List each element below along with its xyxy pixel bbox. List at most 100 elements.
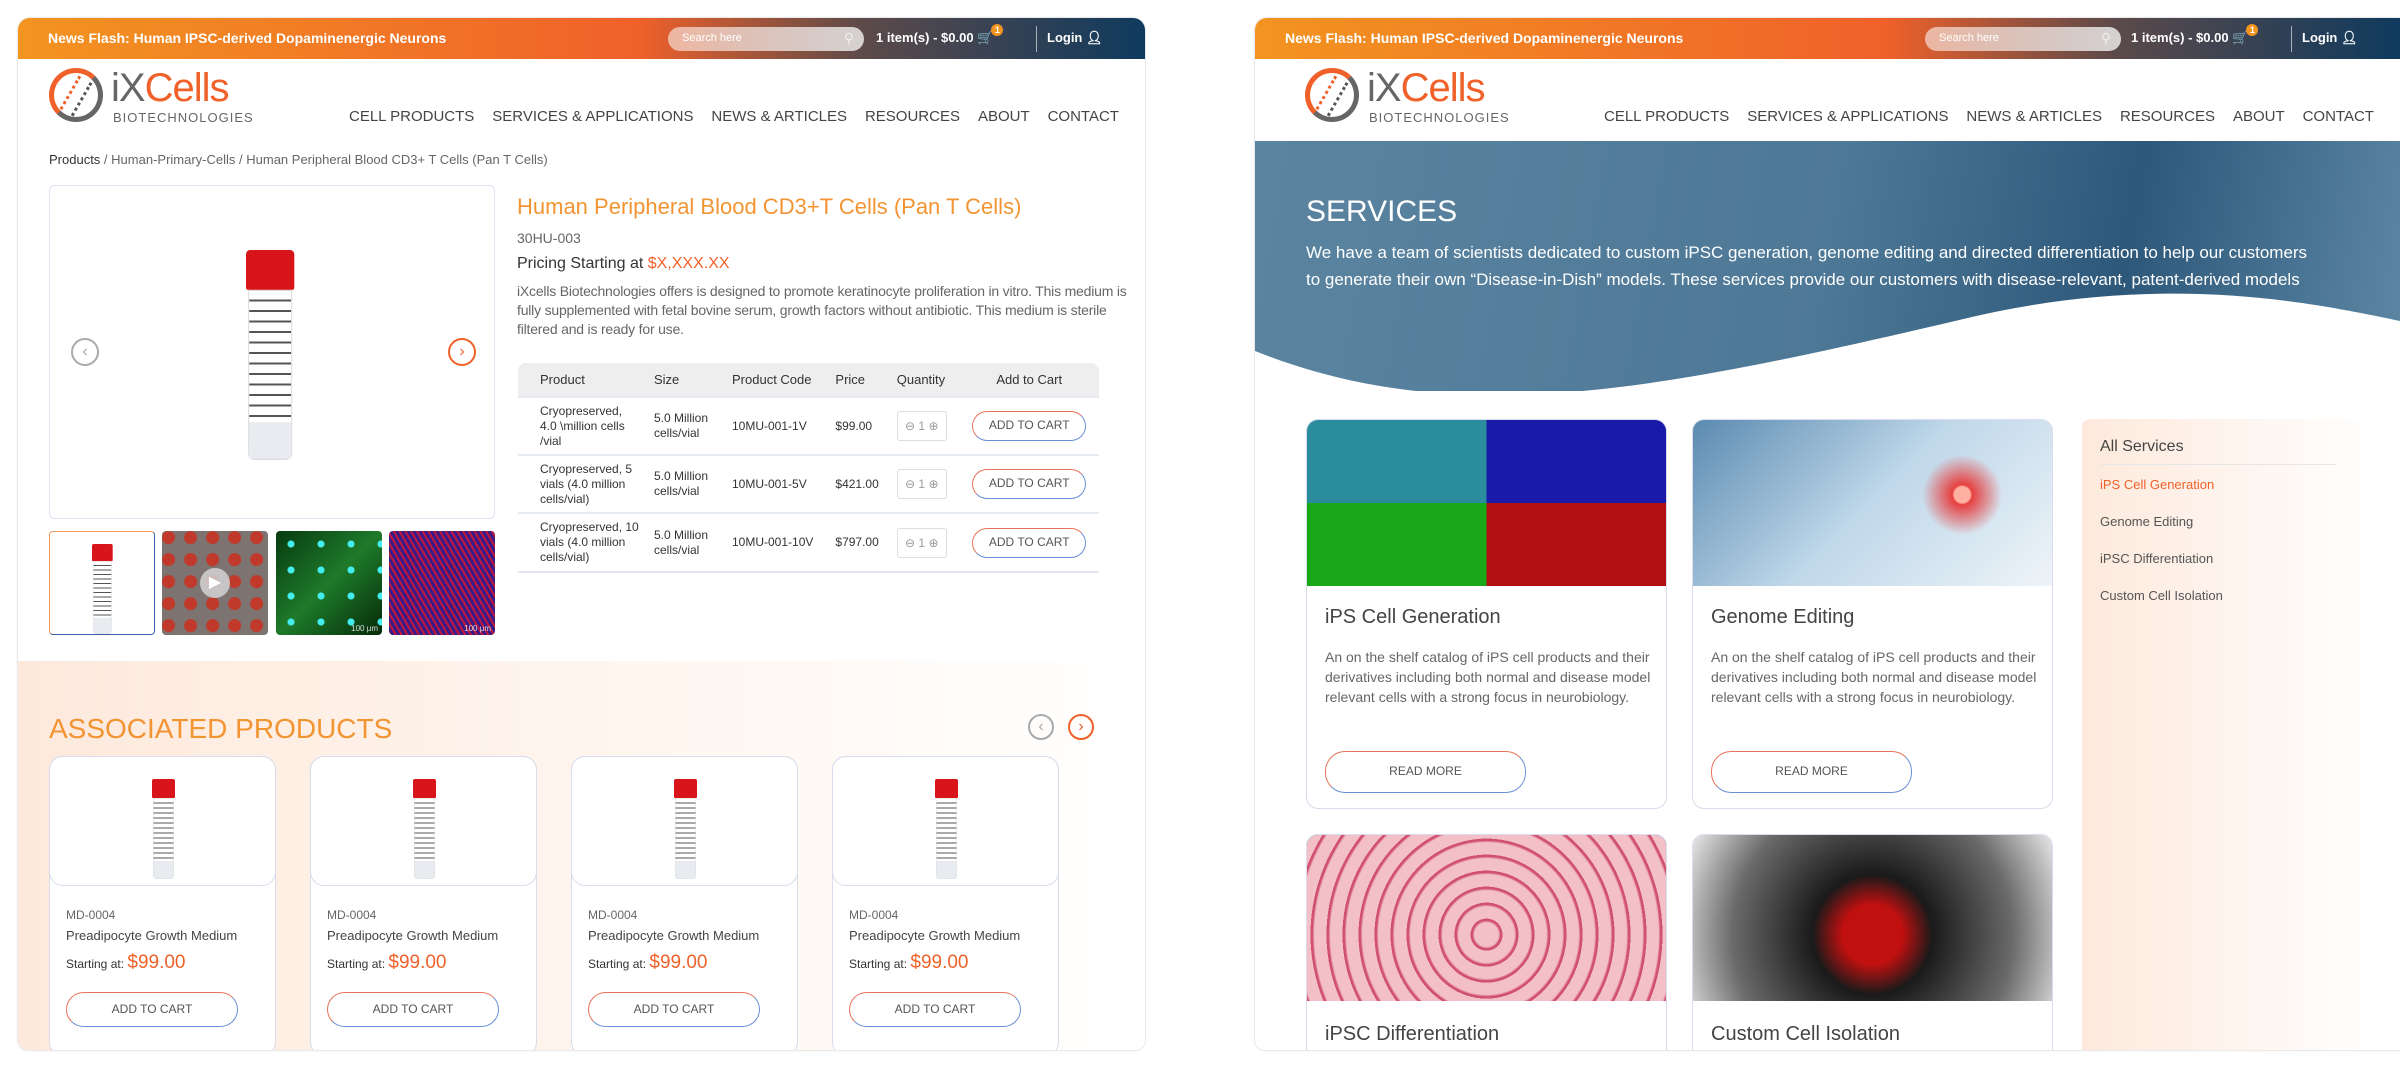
product-description: iXcells Biotechnologies offers is design… [517, 283, 1127, 337]
product-card[interactable]: MD-0004 Preadipocyte Growth Medium Start… [310, 756, 537, 1050]
product-name[interactable]: Preadipocyte Growth Medium [849, 928, 1021, 943]
read-more-button[interactable]: READ MORE [1325, 751, 1526, 793]
search-input[interactable]: Search here ⚲ [1925, 27, 2121, 51]
nav-item[interactable]: ABOUT [977, 108, 1030, 125]
plus-icon[interactable]: ⊕ [928, 477, 939, 491]
minus-icon[interactable]: ⊖ [905, 477, 916, 491]
search-icon[interactable]: ⚲ [843, 30, 854, 46]
nav-item[interactable]: CONTACT [1047, 108, 1119, 125]
product-card[interactable]: MD-0004 Preadipocyte Growth Medium Start… [571, 756, 798, 1050]
plus-icon[interactable]: ⊕ [928, 419, 939, 433]
sidebar-title: All Services [2100, 438, 2184, 455]
add-to-cart-button[interactable]: ADD TO CART [972, 527, 1087, 558]
service-description: An on the shelf catalog of iPS cell prod… [1711, 649, 2037, 705]
service-title[interactable]: iPS Cell Generation [1325, 606, 1501, 628]
thumbnail-video[interactable]: ▶ [162, 531, 268, 635]
nav-item[interactable]: NEWS & ARTICLES [1966, 108, 2102, 125]
minus-icon[interactable]: ⊖ [905, 419, 916, 433]
quantity-stepper[interactable]: ⊖ 1 ⊕ [896, 469, 947, 499]
table-header: Product Size Product Code Price Quantity Add … [518, 363, 1099, 397]
scale-label: 100 μm [351, 624, 378, 633]
read-more-button[interactable]: READ MORE [1711, 751, 1912, 793]
add-to-cart-button[interactable]: ADD TO CART [849, 992, 1021, 1027]
nav-item[interactable]: RESOURCES [864, 108, 960, 125]
main-nav: CELL PRODUCTS SERVICES & APPLICATIONS NEWS… [349, 108, 1119, 126]
play-icon[interactable]: ▶ [200, 568, 230, 598]
product-name[interactable]: Preadipocyte Growth Medium [327, 928, 499, 943]
service-card[interactable]: iPS Cell Generation An on the shelf cata… [1306, 419, 1667, 809]
logo-mark-icon [49, 68, 103, 122]
nav-item[interactable]: CELL PRODUCTS [349, 108, 475, 125]
add-to-cart-button[interactable]: ADD TO CART [972, 469, 1087, 499]
sidebar-item[interactable]: iPSC Differentiation [2100, 551, 2214, 566]
product-card[interactable]: MD-0004 Preadipocyte Growth Medium Start… [49, 756, 276, 1050]
nav-item[interactable]: ABOUT [2232, 108, 2285, 125]
quantity-value: 1 [918, 419, 926, 433]
product-image [49, 756, 276, 886]
sidebar-item[interactable]: iPS Cell Generation [2100, 477, 2215, 492]
nav-item[interactable]: SERVICES & APPLICATIONS [492, 108, 694, 125]
quantity-stepper[interactable]: ⊖ 1 ⊕ [896, 527, 947, 558]
pricing: Pricing Starting at $X,XXX.XX [517, 254, 730, 274]
plus-icon[interactable]: ⊕ [928, 535, 939, 550]
breadcrumb-current: Human Peripheral Blood CD3+ T Cells (Pan… [246, 152, 548, 167]
ixcells-logo[interactable]: iXCells BIOTECHNOLOGIES [49, 68, 269, 128]
product-name[interactable]: Preadipocyte Growth Medium [588, 928, 760, 943]
carousel-prev-button[interactable]: ‹ [71, 338, 99, 366]
thumbnail[interactable] [49, 531, 155, 635]
product-sku: MD-0004 [327, 908, 377, 922]
product-sku: MD-0004 [66, 908, 116, 922]
breadcrumb-link[interactable]: Products [49, 152, 101, 167]
service-title[interactable]: Genome Editing [1711, 606, 1855, 628]
cell-price: $797.00 [829, 512, 891, 571]
add-to-cart-button[interactable]: ADD TO CART [327, 992, 499, 1027]
nav-item[interactable]: CELL PRODUCTS [1604, 108, 1730, 125]
logo-wordmark: iXCells [1367, 66, 1485, 110]
nav-item[interactable]: NEWS & ARTICLES [711, 108, 847, 125]
service-title[interactable]: Custom Cell Isolation [1711, 1023, 1900, 1045]
service-card[interactable]: Genome Editing An on the shelf catalog o… [1692, 419, 2053, 809]
product-image [571, 756, 798, 886]
product-image [310, 756, 537, 886]
nav-item[interactable]: SERVICES & APPLICATIONS [1747, 108, 1949, 125]
cart-link[interactable]: 1 item(s) - $0.00 🛒 1 [2131, 24, 2259, 46]
minus-icon[interactable]: ⊖ [905, 535, 916, 550]
thumbnail[interactable]: 100 μm [389, 531, 495, 635]
divider [1036, 26, 1037, 52]
product-card[interactable]: MD-0004 Preadipocyte Growth Medium Start… [832, 756, 1059, 1050]
news-flash-link[interactable]: News Flash: Human IPSC-derived Dopaminen… [1285, 30, 1684, 46]
thumbnail[interactable]: 100 μm [276, 531, 382, 635]
carousel-next-button[interactable]: › [448, 338, 476, 366]
cell-size: 5.0 Million cells/vial [648, 396, 726, 455]
service-card[interactable]: Custom Cell Isolation [1692, 834, 2053, 1050]
associated-next-button[interactable]: › [1068, 714, 1094, 740]
quantity-stepper[interactable]: ⊖ 1 ⊕ [896, 411, 947, 441]
add-to-cart-button[interactable]: ADD TO CART [66, 992, 238, 1027]
cart-link[interactable]: 1 item(s) - $0.00 🛒 1 [876, 24, 1004, 46]
search-input[interactable]: Search here ⚲ [668, 27, 864, 51]
product-title: Human Peripheral Blood CD3+T Cells (Pan … [517, 194, 1022, 219]
logo-mark-icon [1305, 68, 1359, 122]
nav-item[interactable]: RESOURCES [2119, 108, 2215, 125]
breadcrumb-link[interactable]: Human-Primary-Cells [111, 152, 236, 167]
pricing-label: Pricing Starting at [517, 255, 648, 272]
sidebar-item[interactable]: Custom Cell Isolation [2100, 588, 2223, 603]
add-to-cart-button[interactable]: ADD TO CART [588, 992, 760, 1027]
login-link[interactable]: Login 👤︎ [1047, 30, 1103, 46]
news-flash-link[interactable]: News Flash: Human IPSC-derived Dopaminen… [48, 30, 447, 46]
cell-code: 10MU-001-5V [726, 454, 830, 513]
ixcells-logo[interactable]: iXCells BIOTECHNOLOGIES [1305, 68, 1525, 128]
associated-prev-button[interactable]: ‹ [1028, 714, 1054, 740]
column-header: Product Code [726, 363, 830, 397]
vial-image [413, 779, 436, 879]
sidebar-item[interactable]: Genome Editing [2100, 514, 2194, 529]
vial-image [674, 779, 697, 879]
add-to-cart-button[interactable]: ADD TO CART [972, 411, 1087, 441]
service-card[interactable]: iPSC Differentiation [1306, 834, 1667, 1050]
nav-item[interactable]: CONTACT [2302, 108, 2374, 125]
product-name[interactable]: Preadipocyte Growth Medium [66, 928, 238, 943]
service-title[interactable]: iPSC Differentiation [1325, 1023, 1500, 1045]
cell-product: Cryopreserved, 10 vials (4.0 million cel… [518, 512, 648, 571]
login-link[interactable]: Login 👤︎ [2302, 30, 2358, 46]
search-icon[interactable]: ⚲ [2100, 30, 2111, 46]
